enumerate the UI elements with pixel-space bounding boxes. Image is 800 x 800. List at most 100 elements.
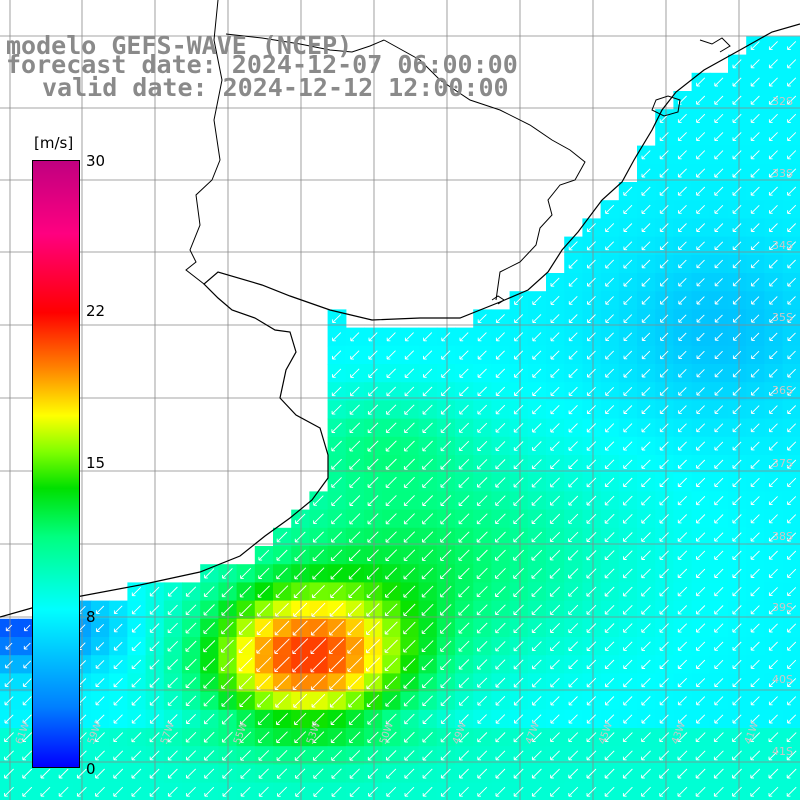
wind-arrow xyxy=(221,676,234,689)
wind-arrow xyxy=(750,714,760,724)
wind-arrow xyxy=(641,350,651,360)
wind-arrow xyxy=(787,277,796,287)
wind-arrow xyxy=(95,768,105,779)
wind-arrow xyxy=(714,532,724,542)
wind-arrow xyxy=(368,368,378,378)
wind-arrow xyxy=(605,332,614,342)
wind-arrow xyxy=(550,423,560,433)
wind-arrow xyxy=(441,386,451,397)
wind-arrow xyxy=(714,423,724,433)
wind-arrow xyxy=(421,567,434,580)
wind-arrow xyxy=(714,186,724,196)
wind-arrow xyxy=(750,41,760,51)
wind-arrow xyxy=(660,332,669,341)
wind-arrow xyxy=(328,638,345,654)
wind-arrow xyxy=(532,368,542,378)
wind-arrow xyxy=(787,459,797,469)
wind-arrow xyxy=(149,768,160,779)
wind-arrow xyxy=(403,639,416,653)
wind-arrow xyxy=(386,350,396,360)
wind-arrow xyxy=(768,59,778,69)
wind-arrow xyxy=(348,567,361,580)
wind-arrow xyxy=(385,676,398,689)
wind-arrow xyxy=(95,660,105,669)
wind-arrow xyxy=(203,695,215,707)
wind-arrow xyxy=(587,295,596,305)
wind-arrow xyxy=(495,368,506,378)
wind-arrow xyxy=(678,259,687,269)
wind-arrow xyxy=(422,386,433,397)
wind-arrow xyxy=(696,132,706,142)
wind-arrow xyxy=(440,658,452,670)
wind-arrow xyxy=(330,712,343,725)
wind-arrow xyxy=(328,656,345,673)
wind-arrow xyxy=(623,186,633,196)
wind-arrow xyxy=(495,386,506,396)
wind-arrow xyxy=(513,641,524,652)
wind-arrow xyxy=(695,786,706,797)
wind-arrow xyxy=(514,368,524,378)
wind-arrow xyxy=(641,186,651,196)
wind-arrow xyxy=(622,768,633,779)
wind-arrow xyxy=(714,204,724,214)
wind-arrow xyxy=(568,696,578,706)
wind-arrow xyxy=(605,204,615,214)
wind-arrow xyxy=(623,423,633,433)
wind-arrow xyxy=(660,296,669,305)
wind-arrow xyxy=(641,405,651,414)
wind-arrow xyxy=(532,295,542,305)
wind-arrow xyxy=(238,675,253,690)
wind-arrow xyxy=(440,732,451,743)
wind-arrow xyxy=(458,458,470,470)
wind-arrow xyxy=(713,768,724,779)
wind-arrow xyxy=(477,768,488,779)
wind-arrow xyxy=(384,621,398,635)
wind-arrow xyxy=(458,732,470,743)
wind-arrow xyxy=(586,750,597,761)
wind-arrow xyxy=(568,531,579,543)
lat-label: 35S xyxy=(772,311,793,324)
wind-arrow xyxy=(696,495,706,506)
wind-arrow xyxy=(459,786,469,797)
wind-arrow xyxy=(568,459,579,469)
wind-arrow xyxy=(348,602,362,617)
wind-arrow xyxy=(95,786,105,797)
wind-arrow xyxy=(568,623,579,633)
wind-arrow xyxy=(476,549,488,561)
wind-arrow xyxy=(587,314,596,323)
wind-arrow xyxy=(550,314,560,324)
wind-arrow xyxy=(310,656,327,673)
wind-arrow xyxy=(786,750,797,761)
wind-arrow xyxy=(769,332,778,341)
wind-arrow xyxy=(678,332,687,341)
wind-arrow xyxy=(714,314,723,323)
wind-arrow xyxy=(732,714,742,724)
wind-arrow xyxy=(751,368,760,378)
wind-arrow xyxy=(604,550,615,561)
wind-arrow xyxy=(678,387,687,396)
wind-arrow xyxy=(331,404,342,415)
wind-arrow xyxy=(349,440,361,452)
wind-arrow xyxy=(422,476,434,488)
wind-arrow xyxy=(787,568,797,578)
wind-arrow xyxy=(440,677,452,688)
wind-arrow xyxy=(769,368,778,378)
wind-arrow xyxy=(95,714,105,724)
wind-arrow xyxy=(167,786,178,797)
wind-arrow xyxy=(240,768,251,779)
wind-arrow xyxy=(532,677,542,688)
wind-arrow xyxy=(495,531,506,543)
wind-arrow xyxy=(750,241,760,251)
wind-arrow xyxy=(732,204,742,214)
wind-arrow xyxy=(366,639,381,654)
wind-arrow xyxy=(312,567,325,580)
wind-arrow xyxy=(495,567,506,579)
wind-arrow xyxy=(714,241,724,251)
wind-arrow xyxy=(568,441,578,451)
wind-arrow xyxy=(331,440,342,452)
wind-arrow xyxy=(714,132,724,142)
wind-arrow xyxy=(386,768,397,779)
wind-arrow xyxy=(167,750,178,761)
wind-arrow xyxy=(678,423,687,433)
wind-arrow xyxy=(659,259,669,269)
